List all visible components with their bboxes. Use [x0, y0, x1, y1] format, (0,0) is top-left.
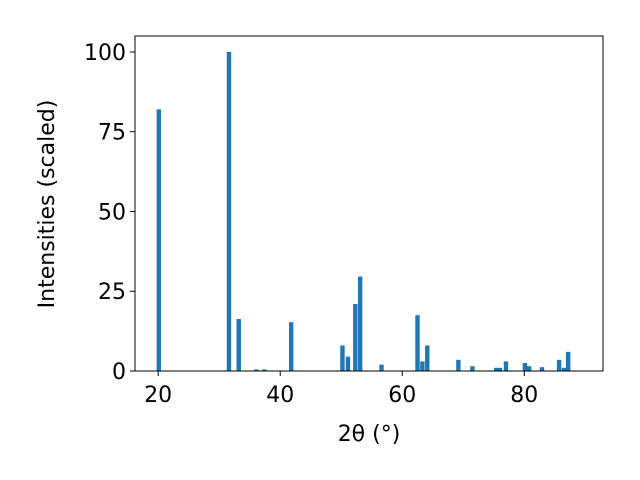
- bar: [254, 369, 259, 371]
- bar: [497, 367, 503, 371]
- bar: [425, 345, 430, 371]
- bar: [556, 359, 562, 371]
- x-axis-label: 2θ (°): [338, 422, 401, 447]
- bar: [470, 366, 475, 371]
- x-tick-label: 60: [388, 383, 416, 408]
- y-tick-label: 100: [84, 41, 126, 66]
- x-tick-label: 80: [510, 383, 538, 408]
- bar: [539, 367, 545, 371]
- y-tick-label: 75: [98, 121, 126, 146]
- x-tick-label: 20: [144, 383, 172, 408]
- bar: [262, 369, 267, 371]
- y-tick-label: 50: [98, 200, 126, 225]
- bar: [566, 351, 571, 371]
- y-axis-label: Intensities (scaled): [35, 100, 60, 309]
- bar: [503, 361, 509, 371]
- bar: [236, 318, 241, 371]
- bar: [561, 367, 567, 371]
- bar: [415, 315, 420, 371]
- bar: [226, 51, 232, 371]
- bar: [456, 359, 461, 371]
- bar: [526, 366, 532, 371]
- bar: [522, 363, 528, 371]
- bar: [353, 304, 358, 371]
- plot-frame: [134, 35, 604, 372]
- bar: [289, 322, 294, 371]
- x-tick-label: 40: [266, 383, 294, 408]
- bar: [345, 356, 351, 371]
- bar: [494, 367, 499, 371]
- bar: [156, 109, 161, 371]
- bar: [357, 276, 363, 371]
- bar: [420, 361, 425, 371]
- y-tick-label: 0: [112, 360, 126, 385]
- bar: [379, 364, 384, 371]
- y-tick-label: 25: [98, 280, 126, 305]
- bar: [340, 345, 345, 371]
